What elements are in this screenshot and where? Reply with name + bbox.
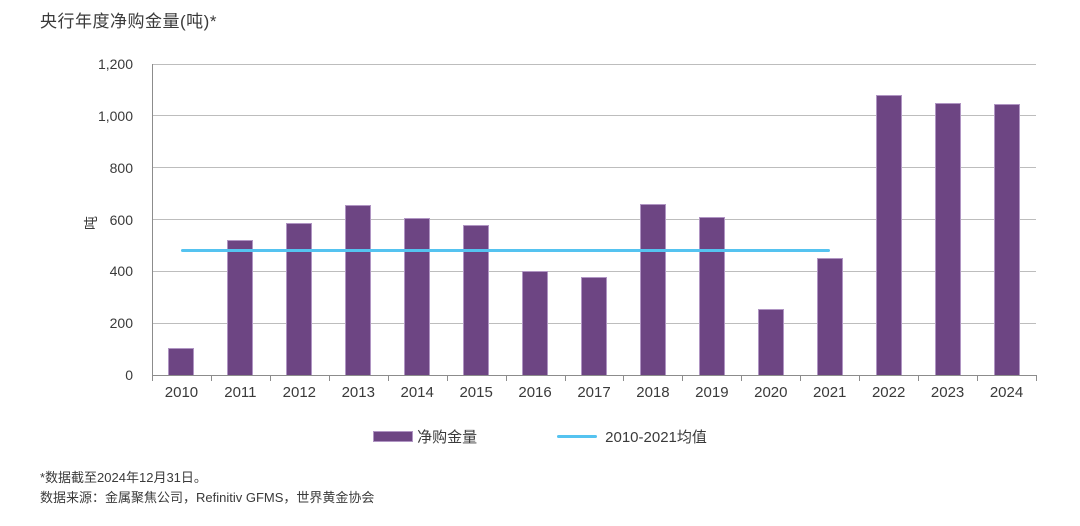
x-axis-tick (977, 376, 978, 381)
y-axis-tick-label-1,200: 1,200 (97, 56, 133, 72)
x-axis-tick (859, 376, 860, 381)
line-series-label: 2010-2021均值 (605, 429, 707, 446)
x-axis-tick (447, 376, 448, 381)
bar-series-swatch (373, 431, 414, 442)
x-axis-label-2020: 2020 (754, 384, 788, 401)
x-axis-line (152, 375, 1037, 376)
legend: 净购金量 2010-2021均值 (0, 426, 1080, 447)
x-axis-label-2023: 2023 (930, 384, 965, 401)
x-axis-label-2015: 2015 (459, 384, 493, 401)
bar-2016 (522, 271, 549, 375)
bar-2018 (639, 203, 666, 375)
bar-2020 (757, 308, 784, 375)
y-axis-tick-label-1,000: 1,000 (97, 107, 133, 124)
bar-2024 (993, 104, 1020, 375)
x-axis-tick (152, 376, 153, 381)
gridline-1200 (152, 63, 1036, 65)
x-axis-tick (741, 376, 742, 381)
bar-2022 (875, 95, 902, 375)
average-line (181, 248, 830, 252)
x-axis-label-2019: 2019 (695, 384, 729, 401)
bar-2019 (698, 216, 725, 375)
x-axis-tick (211, 376, 212, 381)
x-axis-tick (623, 376, 624, 381)
bar-series-label: 净购金量 (417, 429, 478, 446)
x-axis-label-2018: 2018 (636, 384, 670, 401)
gridline-1000 (152, 115, 1036, 117)
y-axis-tick-label-800: 800 (109, 159, 133, 176)
footnotes: *数据截至2024年12月31日。 数据来源：金属聚焦公司，Refinitiv … (40, 468, 374, 507)
gridline-400 (152, 270, 1036, 272)
x-axis-tick (682, 376, 683, 381)
x-axis-label-2024: 2024 (989, 384, 1024, 401)
x-axis-tick (329, 376, 330, 381)
y-axis-tick-label-600: 600 (109, 211, 133, 228)
footnote-data-source: 数据来源：金属聚焦公司，Refinitiv GFMS，世界黄金协会 (40, 489, 375, 505)
bar-2021 (816, 258, 843, 375)
bar-2011 (227, 240, 254, 375)
bar-2012 (286, 223, 313, 375)
y-axis-tick-label-400: 400 (109, 263, 133, 280)
bar-2017 (581, 276, 607, 375)
y-axis-line (152, 64, 153, 375)
bar-2010 (168, 347, 195, 375)
x-axis-tick (1036, 376, 1037, 381)
plot-area: 0 200 400 600 800 1,000 1,200 2010 2011 2012 2013 2… (98, 56, 1037, 401)
x-axis-label-2012: 2012 (282, 384, 317, 401)
legend-item-net-purchases: 净购金量 (373, 426, 477, 447)
x-axis-label-2014: 2014 (400, 384, 434, 401)
footnote-asof-date: *数据截至2024年12月31日。 (40, 470, 207, 485)
bar-2023 (934, 102, 961, 375)
x-axis-label-2016: 2016 (518, 384, 552, 401)
x-axis-tick (918, 376, 919, 381)
x-axis-label-2010: 2010 (164, 384, 199, 401)
bar-2015 (463, 224, 490, 375)
gridline-800 (152, 167, 1036, 169)
x-axis-label-2022: 2022 (871, 384, 906, 401)
legend-item-average: 2010-2021均值 (557, 426, 707, 447)
y-axis-tick-label-0: 0 (125, 367, 133, 383)
bar-2014 (404, 218, 431, 375)
x-axis-label-2017: 2017 (577, 384, 611, 401)
x-axis-label-2013: 2013 (341, 384, 375, 401)
x-axis-label-2011: 2011 (224, 384, 257, 401)
x-axis-label-2021: 2021 (813, 384, 847, 401)
chart-title: 央行年度净购金量(吨)* (40, 12, 217, 31)
x-axis-tick (506, 376, 507, 381)
x-axis-tick (388, 376, 389, 381)
line-series-swatch (557, 435, 598, 438)
x-axis-tick (270, 376, 271, 381)
gridline-600 (152, 219, 1036, 220)
bar-2013 (345, 205, 372, 375)
x-axis-tick (800, 376, 801, 381)
x-axis-tick (565, 376, 566, 381)
y-axis-tick-label-200: 200 (109, 315, 133, 332)
